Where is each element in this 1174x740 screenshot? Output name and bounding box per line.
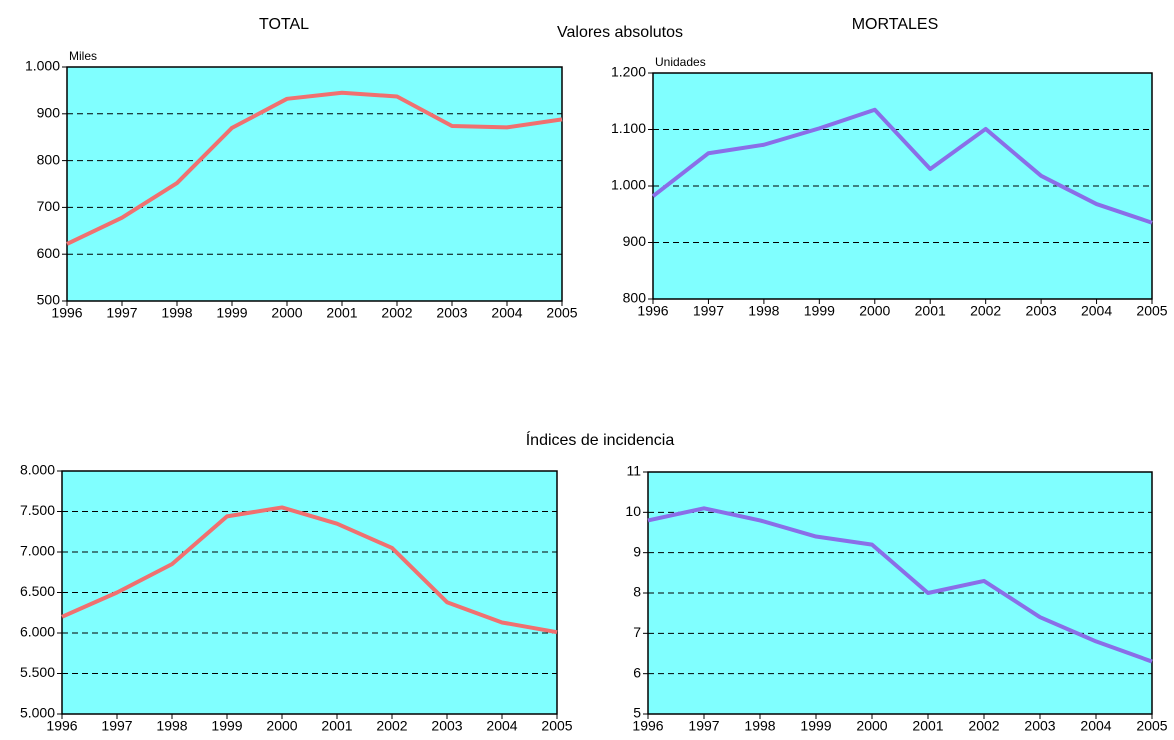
- plot-border: [652, 72, 1153, 300]
- section-title: Valores absolutos: [557, 24, 683, 41]
- data-line: [651, 107, 1153, 225]
- x-tick-label: 1997: [693, 303, 724, 319]
- y-tick-label: 900: [37, 105, 61, 121]
- y-tick-label: 800: [623, 290, 647, 306]
- y-unit: Miles: [69, 49, 97, 63]
- y-tick-label: 1.000: [25, 58, 60, 74]
- plot-area: [67, 67, 562, 301]
- y-tick-label: 7: [633, 624, 641, 640]
- x-tick-label: 2004: [1081, 303, 1112, 319]
- x-tick-label: 2000: [271, 305, 302, 321]
- chart-title: TOTAL: [259, 16, 309, 33]
- x-tick-label: 1998: [744, 718, 775, 734]
- x-tick-label: 2005: [541, 718, 572, 734]
- y-tick-label: 11: [626, 463, 641, 479]
- x-tick-label: 2002: [381, 305, 412, 321]
- y-tick-label: 5: [633, 705, 641, 721]
- x-tick-label: 1997: [101, 718, 132, 734]
- y-tick-label: 6.500: [20, 583, 55, 599]
- y-tick-label: 600: [37, 245, 61, 261]
- plot-border: [66, 66, 563, 302]
- y-tick-label: 900: [623, 233, 647, 249]
- x-tick-label: 2003: [1024, 718, 1055, 734]
- x-tick-label: 1998: [156, 718, 187, 734]
- data-line: [647, 506, 1153, 664]
- y-tick-label: 9: [633, 543, 641, 559]
- x-tick-label: 1999: [804, 303, 835, 319]
- x-tick-label: 1999: [211, 718, 242, 734]
- x-tick-label: 1996: [51, 305, 82, 321]
- x-tick-label: 2003: [1026, 303, 1057, 319]
- y-tick-label: 7.000: [20, 543, 55, 559]
- plot-border: [61, 470, 558, 715]
- y-tick-label: 700: [37, 198, 61, 214]
- y-tick-label: 8: [633, 584, 641, 600]
- x-tick-label: 2001: [912, 718, 943, 734]
- x-tick-label: 2001: [321, 718, 352, 734]
- x-tick-label: 2002: [968, 718, 999, 734]
- y-tick-label: 1.100: [611, 120, 646, 136]
- x-tick-label: 2000: [859, 303, 890, 319]
- chart-title: MORTALES: [852, 16, 939, 33]
- x-tick-label: 1999: [800, 718, 831, 734]
- x-tick-label: 2005: [1136, 303, 1167, 319]
- x-tick-label: 1998: [161, 305, 192, 321]
- section-title: Índices de incidencia: [526, 430, 675, 449]
- y-tick-label: 7.500: [20, 502, 55, 518]
- x-tick-label: 1998: [748, 303, 779, 319]
- y-tick-label: 1.000: [611, 177, 646, 193]
- y-tick-label: 6: [633, 664, 641, 680]
- y-tick-label: 5.000: [20, 705, 55, 721]
- y-tick-label: 8.000: [20, 462, 55, 478]
- data-line: [66, 90, 563, 246]
- x-tick-label: 1996: [46, 718, 77, 734]
- y-tick-label: 1.200: [611, 64, 646, 80]
- x-tick-label: 1997: [106, 305, 137, 321]
- y-tick-label: 10: [625, 503, 641, 519]
- x-tick-label: 2000: [266, 718, 297, 734]
- x-tick-label: 2004: [491, 305, 522, 321]
- x-tick-label: 2005: [1136, 718, 1167, 734]
- x-tick-label: 2002: [970, 303, 1001, 319]
- y-tick-label: 500: [37, 292, 61, 308]
- x-tick-label: 2003: [436, 305, 467, 321]
- plot-border: [647, 471, 1153, 715]
- x-tick-label: 2004: [1080, 718, 1111, 734]
- y-tick-label: 6.000: [20, 624, 55, 640]
- y-tick-label: 800: [37, 151, 61, 167]
- x-tick-label: 1997: [688, 718, 719, 734]
- x-tick-label: 2003: [431, 718, 462, 734]
- x-tick-label: 2004: [486, 718, 517, 734]
- x-tick-label: 2001: [326, 305, 357, 321]
- x-tick-label: 2000: [856, 718, 887, 734]
- x-tick-label: 2005: [546, 305, 577, 321]
- x-tick-label: 1999: [216, 305, 247, 321]
- x-tick-label: 2001: [915, 303, 946, 319]
- x-tick-label: 1996: [632, 718, 663, 734]
- x-tick-label: 2002: [376, 718, 407, 734]
- data-line: [61, 505, 558, 635]
- x-tick-label: 1996: [637, 303, 668, 319]
- y-tick-label: 5.500: [20, 664, 55, 680]
- y-unit: Unidades: [655, 55, 706, 69]
